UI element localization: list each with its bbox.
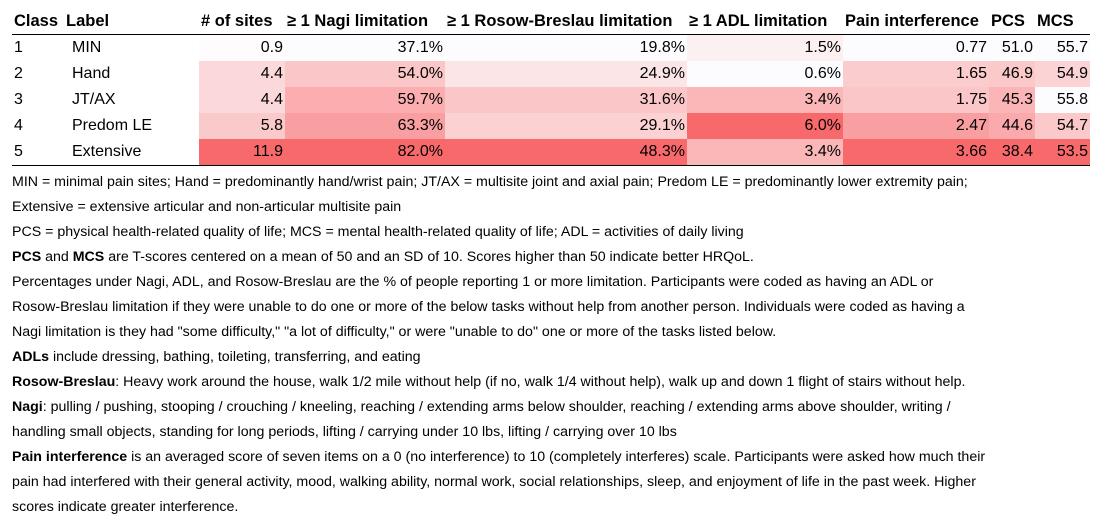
cell-mcs: 53.5	[1035, 139, 1090, 166]
table-row: 4 Predom LE 5.8 63.3% 29.1% 6.0% 2.47 44…	[12, 113, 1090, 139]
note-text: Rosow-Breslau limitation if they were un…	[12, 299, 965, 315]
note-text: scores indicate greater interference.	[12, 499, 239, 515]
cell-rosow: 31.6%	[445, 87, 687, 113]
cell-adl: 3.4%	[687, 87, 843, 113]
cell-adl: 1.5%	[687, 34, 843, 61]
note-pain-2: pain had interfered with their general a…	[12, 470, 1090, 495]
note-pain-1: Pain interference is an averaged score o…	[12, 445, 1090, 470]
note-text: include dressing, bathing, toileting, tr…	[49, 349, 421, 365]
note-text: Nagi limitation is they had "some diffic…	[12, 324, 777, 340]
table-row: 2 Hand 4.4 54.0% 24.9% 0.6% 1.65 46.9 54…	[12, 61, 1090, 87]
note-text: are T-scores centered on a mean of 50 an…	[104, 249, 754, 265]
cell-rosow: 19.8%	[445, 34, 687, 61]
cell-pcs: 38.4	[989, 139, 1035, 166]
col-header-sites: # of sites	[199, 8, 285, 35]
cell-class: 3	[14, 91, 23, 108]
cell-rosow: 29.1%	[445, 113, 687, 139]
table-header-row: Class Label # of sites ≥ 1 Nagi limitati…	[12, 8, 1090, 35]
note-abbreviations-1: MIN = minimal pain sites; Hand = predomi…	[12, 170, 1090, 195]
note-term: Rosow-Breslau	[12, 374, 116, 390]
cell-class: 1	[14, 39, 23, 56]
note-percentages-3: Nagi limitation is they had "some diffic…	[12, 320, 1090, 345]
note-nagi-2: handling small objects, standing for lon…	[12, 420, 1090, 445]
table-row: 1 MIN 0.9 37.1% 19.8% 1.5% 0.77 51.0 55.…	[12, 34, 1090, 61]
cell-sites: 4.4	[199, 87, 285, 113]
note-abbreviations-3: PCS = physical health-related quality of…	[12, 220, 1090, 245]
cell-rosow: 48.3%	[445, 139, 687, 166]
cell-rosow: 24.9%	[445, 61, 687, 87]
note-term: PCS	[12, 249, 42, 265]
cell-label: MIN	[72, 39, 102, 56]
cell-pcs: 44.6	[989, 113, 1035, 139]
note-text: : pulling / pushing, stooping / crouchin…	[42, 399, 951, 415]
cell-adl: 0.6%	[687, 61, 843, 87]
col-header-label: Label	[64, 8, 199, 35]
note-text: handling small objects, standing for lon…	[12, 424, 677, 440]
cell-pain: 2.47	[843, 113, 989, 139]
note-nagi-1: Nagi: pulling / pushing, stooping / crou…	[12, 395, 1090, 420]
cell-sites: 5.8	[199, 113, 285, 139]
cell-pcs: 46.9	[989, 61, 1035, 87]
cell-class: 4	[14, 117, 23, 134]
note-text: is an averaged score of seven items on a…	[127, 449, 986, 465]
note-text: Percentages under Nagi, ADL, and Rosow-B…	[12, 274, 934, 290]
cell-pcs: 45.3	[989, 87, 1035, 113]
note-text: and	[41, 249, 73, 265]
cell-class: 5	[12, 139, 64, 166]
note-percentages-1: Percentages under Nagi, ADL, and Rosow-B…	[12, 270, 1090, 295]
cell-sites: 4.4	[199, 61, 285, 87]
note-text: Extensive = extensive articular and non-…	[12, 199, 402, 215]
note-text: : Heavy work around the house, walk 1/2 …	[115, 374, 966, 390]
table-notes: MIN = minimal pain sites; Hand = predomi…	[12, 170, 1090, 520]
note-percentages-2: Rosow-Breslau limitation if they were un…	[12, 295, 1090, 320]
note-text: pain had interfered with their general a…	[12, 474, 976, 490]
note-term: ADLs	[12, 349, 50, 365]
col-header-rosow: ≥ 1 Rosow-Breslau limitation	[445, 8, 687, 35]
results-table: Class Label # of sites ≥ 1 Nagi limitati…	[12, 8, 1090, 166]
cell-nagi: 54.0%	[285, 61, 445, 87]
note-rosow: Rosow-Breslau: Heavy work around the hou…	[12, 370, 1090, 395]
col-header-pain: Pain interference	[843, 8, 989, 35]
note-adls: ADLs include dressing, bathing, toiletin…	[12, 345, 1090, 370]
cell-adl: 6.0%	[687, 113, 843, 139]
cell-mcs: 55.8	[1035, 87, 1090, 113]
cell-nagi: 59.7%	[285, 87, 445, 113]
cell-pcs: 51.0	[989, 34, 1035, 61]
cell-nagi: 82.0%	[285, 139, 445, 166]
cell-label: Predom LE	[72, 117, 153, 134]
col-header-nagi: ≥ 1 Nagi limitation	[285, 8, 445, 35]
note-pain-3: scores indicate greater interference.	[12, 495, 1090, 520]
cell-nagi: 37.1%	[285, 34, 445, 61]
cell-pain: 1.65	[843, 61, 989, 87]
cell-nagi: 63.3%	[285, 113, 445, 139]
col-header-mcs: MCS	[1035, 8, 1090, 35]
cell-label: Hand	[72, 65, 111, 82]
cell-class: 2	[14, 65, 23, 82]
cell-mcs: 55.7	[1035, 34, 1090, 61]
col-header-class: Class	[12, 8, 64, 35]
table-row: 5 Extensive 11.9 82.0% 48.3% 3.4% 3.66 3…	[12, 139, 1090, 166]
cell-pain: 0.77	[843, 34, 989, 61]
note-tscores: PCS and MCS are T-scores centered on a m…	[12, 245, 1090, 270]
cell-mcs: 54.7	[1035, 113, 1090, 139]
cell-pain: 1.75	[843, 87, 989, 113]
cell-adl: 3.4%	[687, 139, 843, 166]
note-term: Pain interference	[12, 449, 128, 465]
cell-label: Extensive	[64, 139, 199, 166]
note-text: MIN = minimal pain sites; Hand = predomi…	[12, 174, 968, 190]
note-term: Nagi	[12, 399, 43, 415]
note-text: PCS = physical health-related quality of…	[12, 224, 744, 240]
col-header-adl: ≥ 1 ADL limitation	[687, 8, 843, 35]
cell-sites: 11.9	[199, 139, 285, 166]
cell-pain: 3.66	[843, 139, 989, 166]
document: Class Label # of sites ≥ 1 Nagi limitati…	[12, 8, 1090, 520]
note-term: MCS	[72, 249, 105, 265]
note-abbreviations-2: Extensive = extensive articular and non-…	[12, 195, 1090, 220]
cell-mcs: 54.9	[1035, 61, 1090, 87]
col-header-pcs: PCS	[989, 8, 1035, 35]
table-row: 3 JT/AX 4.4 59.7% 31.6% 3.4% 1.75 45.3 5…	[12, 87, 1090, 113]
cell-sites: 0.9	[199, 34, 285, 61]
cell-label: JT/AX	[72, 91, 116, 108]
